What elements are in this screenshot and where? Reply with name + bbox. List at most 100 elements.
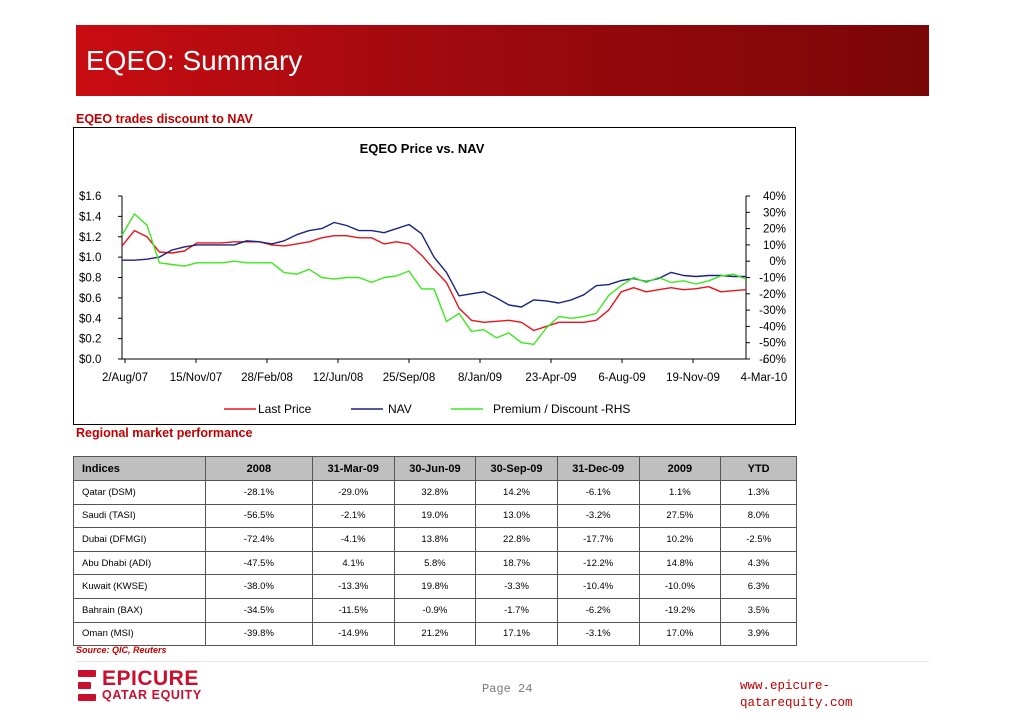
table-cell: 1.1% (638, 480, 722, 505)
y-right-tick-label: -20% (759, 289, 786, 301)
table-cell: -10.0% (638, 574, 722, 599)
table-row: Qatar (DSM) -28.1% -29.0% 32.8% 14.2% -6.1% 1.… (73, 480, 797, 505)
table-cell: -3.2% (556, 503, 640, 529)
x-tick-label: 19-Nov-09 (666, 372, 720, 384)
series-line-last-price (121, 229, 747, 332)
table-row: Oman (MSI) -39.8% -14.9% 21.2% 17.1% -3.1% 17.… (73, 621, 797, 647)
table-cell: Kuwait (KWSE) (73, 574, 206, 599)
table-cell: -13.3% (311, 574, 395, 599)
table-cell: -11.5% (311, 597, 395, 623)
x-tick-label: 15/Nov/07 (170, 372, 222, 384)
x-tick-label: 28/Feb/08 (241, 372, 293, 384)
column-header: YTD (720, 456, 797, 481)
table-cell: -6.1% (556, 480, 640, 505)
y-left-tick-label: $0.0 (79, 354, 101, 366)
column-header: 2009 (638, 456, 722, 481)
table-cell: -72.4% (204, 527, 313, 552)
table-cell: Abu Dhabi (ADI) (73, 550, 206, 576)
column-header: 30-Jun-09 (393, 456, 477, 481)
series-line-nav (122, 221, 746, 308)
table-cell: -34.5% (204, 597, 313, 623)
table-cell: -4.1% (311, 527, 395, 552)
logo-text-epicure: EPICURE (102, 667, 199, 690)
table-cell: -6.2% (556, 597, 640, 623)
table-cell: 18.7% (475, 550, 558, 576)
table-section-label: Regional market performance (76, 426, 253, 440)
table-cell: 10.2% (638, 527, 722, 552)
regional-performance-table: Indices 2008 31-Mar-09 30-Jun-09 30-Sep-09 31… (73, 456, 797, 647)
table-cell: Bahrain (BAX) (73, 597, 206, 623)
table-cell: -28.1% (204, 480, 313, 505)
y-left-tick-label: $0.8 (79, 273, 101, 285)
table-cell: -0.9% (393, 597, 477, 623)
table-cell: 6.3% (720, 574, 797, 599)
x-tick-label: 23-Apr-09 (525, 372, 576, 384)
table-cell: -1.7% (475, 597, 558, 623)
page-number: Page 24 (482, 682, 533, 696)
legend-label: Last Price (258, 402, 312, 416)
table-cell: -12.2% (556, 550, 640, 576)
x-tick-label: 6-Aug-09 (598, 372, 645, 384)
column-header: 30-Sep-09 (475, 456, 558, 481)
table-row: Kuwait (KWSE) -38.0% -13.3% 19.8% -3.3% -10.4… (73, 574, 797, 599)
footer-divider (76, 661, 929, 662)
column-header: 31-Dec-09 (556, 456, 640, 481)
table-cell: 17.1% (475, 621, 558, 647)
table-cell: 13.8% (393, 527, 477, 552)
table-cell: 8.0% (720, 503, 797, 529)
table-cell: Oman (MSI) (73, 621, 206, 647)
y-right-tick-label: 20% (763, 224, 786, 236)
x-tick-label: 25/Sep/08 (383, 372, 435, 384)
page-title: EQEO: Summary (86, 45, 303, 76)
table-cell: -38.0% (204, 574, 313, 599)
x-tick-label: 4-Mar-10 (741, 372, 788, 384)
table-cell: 19.8% (393, 574, 477, 599)
y-left-tick-label: $1.0 (79, 252, 101, 264)
logo-text-qatar-equity: QATAR EQUITY (102, 688, 202, 702)
table-cell: -29.0% (311, 480, 395, 505)
y-left-tick-label: $1.6 (79, 191, 101, 203)
y-right-tick-label: 0% (769, 256, 786, 268)
table-cell: 22.8% (475, 527, 558, 552)
chart-frame: EQEO Price vs. NAV $0.0 $0.2 $0.4 $0.6 $0.8 $1… (73, 127, 796, 425)
x-tick-label: 2/Aug/07 (102, 372, 148, 384)
column-header: Indices (73, 456, 206, 481)
table-cell: -2.5% (720, 527, 797, 552)
table-cell: Saudi (TASI) (73, 503, 206, 529)
x-tick-label: 12/Jun/08 (313, 372, 364, 384)
y-right-tick-label: -50% (759, 338, 786, 350)
y-right-tick-label: -60% (759, 354, 786, 366)
website-link[interactable]: www.epicure-qatarequity.com (740, 679, 853, 710)
table-row: Bahrain (BAX) -34.5% -11.5% -0.9% -1.7% -6.2%… (73, 597, 797, 623)
y-left-tick-label: $0.2 (79, 334, 101, 346)
table-cell: 13.0% (475, 503, 558, 529)
table-cell: -14.9% (311, 621, 395, 647)
column-header: 2008 (204, 456, 313, 481)
y-right-tick-label: -10% (759, 273, 786, 285)
table-row: Dubai (DFMGI) -72.4% -4.1% 13.8% 22.8% -17.7%… (73, 527, 797, 552)
table-cell: -39.8% (204, 621, 313, 647)
y-right-tick-label: 40% (763, 191, 786, 203)
source-note: Source: QIC, Reuters (76, 645, 167, 655)
table-cell: 14.2% (475, 480, 558, 505)
y-left-tick-label: $1.4 (79, 211, 102, 223)
table-cell: -10.4% (556, 574, 640, 599)
table-cell: 32.8% (393, 480, 477, 505)
price-vs-nav-chart: EQEO Price vs. NAV $0.0 $0.2 $0.4 $0.6 $0.8 $1… (79, 141, 788, 416)
table-cell: 27.5% (638, 503, 722, 529)
series-line-premium-discount (121, 213, 747, 346)
table-cell: -19.2% (638, 597, 722, 623)
table-cell: Dubai (DFMGI) (73, 527, 206, 552)
title-bar: EQEO: Summary (76, 25, 929, 96)
table-cell: 4.3% (720, 550, 797, 576)
legend-label: Premium / Discount -RHS (493, 402, 630, 416)
table-cell: -17.7% (556, 527, 640, 552)
y-right-tick-label: -30% (759, 305, 786, 317)
table-cell: -3.3% (475, 574, 558, 599)
table-cell: 14.8% (638, 550, 722, 576)
logo-mark-icon (78, 670, 96, 702)
table-body: Qatar (DSM) -28.1% -29.0% 32.8% 14.2% -6.1% 1.… (73, 480, 797, 647)
x-tick-label: 8/Jan/09 (458, 372, 502, 384)
y-right-tick-label: 10% (763, 240, 786, 252)
table-row: Saudi (TASI) -56.5% -2.1% 19.0% 13.0% -3.2% 27… (73, 503, 797, 529)
